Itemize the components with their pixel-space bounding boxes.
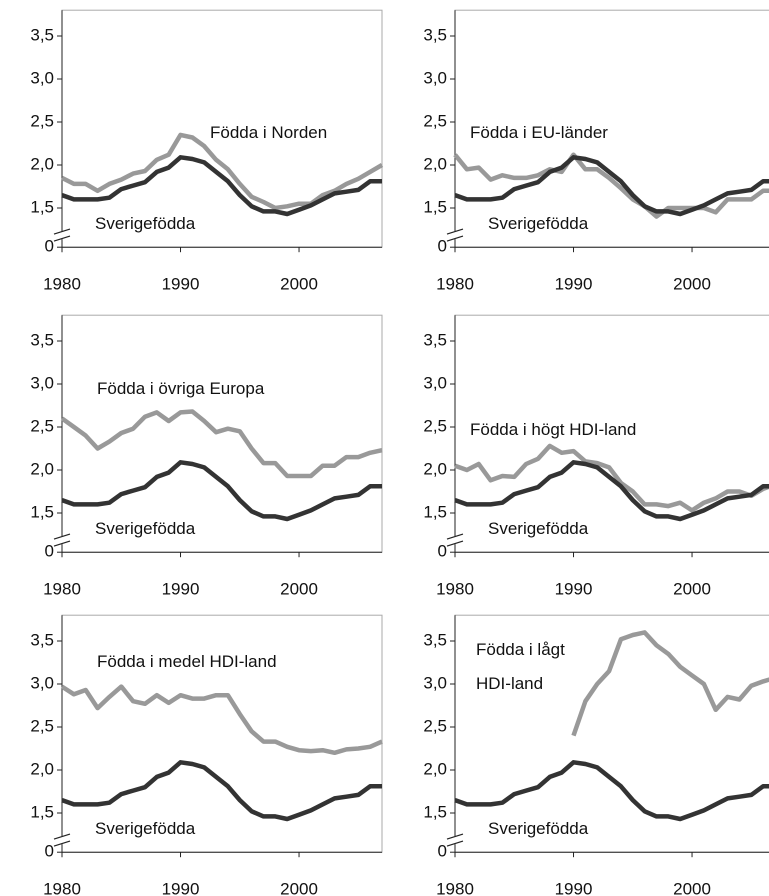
axis-break-gap bbox=[452, 836, 458, 845]
y-tick-label: 2,0 bbox=[423, 459, 447, 478]
series-line bbox=[454, 155, 769, 217]
series-label: Sverigefödda bbox=[488, 519, 589, 538]
x-tick-label: 1990 bbox=[555, 880, 593, 896]
x-tick-label: 2000 bbox=[673, 880, 711, 896]
series-line bbox=[454, 443, 769, 513]
y-tick-label: 2,5 bbox=[30, 716, 54, 735]
series-label: Sverigefödda bbox=[95, 214, 196, 233]
axis-break bbox=[53, 228, 71, 235]
axis-break-gap bbox=[452, 231, 458, 240]
series-label: Födda i medel HDI-land bbox=[97, 652, 277, 671]
x-tick-label: 1990 bbox=[162, 880, 200, 896]
series-label: Födda i EU-länder bbox=[470, 123, 608, 142]
y-tick-label: 2,5 bbox=[423, 111, 447, 130]
x-tick-label: 2000 bbox=[280, 580, 318, 599]
series-label: Sverigefödda bbox=[95, 519, 196, 538]
axis-break bbox=[446, 235, 464, 242]
y-tick-label: 0 bbox=[438, 542, 447, 561]
x-tick-label: 2000 bbox=[280, 275, 318, 294]
y-tick-label: 3,0 bbox=[30, 673, 54, 692]
x-tick-label: 1980 bbox=[43, 580, 81, 599]
y-tick-label: 0 bbox=[45, 542, 54, 561]
axis-break bbox=[53, 235, 71, 242]
series-label: Födda i lågt HDI-land bbox=[476, 640, 565, 693]
y-tick-label: 0 bbox=[45, 842, 54, 861]
y-tick-label: 0 bbox=[45, 237, 54, 256]
series-line bbox=[61, 155, 382, 217]
y-tick-label: 2,5 bbox=[423, 716, 447, 735]
series-line bbox=[453, 152, 769, 219]
x-tick-label: 1990 bbox=[162, 580, 200, 599]
x-tick-label: 1980 bbox=[436, 880, 474, 896]
axis-break bbox=[446, 533, 464, 540]
x-tick-label: 2000 bbox=[673, 275, 711, 294]
series-label: Födda i högt HDI-land bbox=[470, 420, 637, 439]
axis-break bbox=[53, 840, 71, 847]
y-tick-label: 1,5 bbox=[30, 502, 54, 521]
axis-break bbox=[446, 540, 464, 547]
axis-break-gap bbox=[59, 836, 65, 845]
y-tick-label: 2,0 bbox=[423, 759, 447, 778]
y-tick-label: 2,5 bbox=[30, 111, 54, 130]
axis-break-gap bbox=[452, 536, 458, 545]
y-tick-label: 2,0 bbox=[423, 154, 447, 173]
y-tick-label: 2,0 bbox=[30, 759, 54, 778]
y-tick-label: 3,5 bbox=[423, 630, 447, 649]
y-tick-label: 3,5 bbox=[423, 330, 447, 349]
x-tick-label: 1980 bbox=[43, 880, 81, 896]
y-tick-label: 3,5 bbox=[30, 630, 54, 649]
series-line bbox=[60, 409, 383, 479]
axis-break-gap bbox=[59, 231, 65, 240]
series-label: Sverigefödda bbox=[95, 819, 196, 838]
x-tick-label: 2000 bbox=[673, 580, 711, 599]
y-tick-label: 1,5 bbox=[30, 197, 54, 216]
series-label: Födda i övriga Europa bbox=[97, 379, 265, 398]
y-tick-label: 1,5 bbox=[423, 802, 447, 821]
y-tick-label: 1,5 bbox=[423, 502, 447, 521]
x-tick-label: 1980 bbox=[436, 275, 474, 294]
y-tick-label: 1,5 bbox=[423, 197, 447, 216]
y-tick-label: 2,5 bbox=[423, 416, 447, 435]
y-tick-label: 3,0 bbox=[30, 373, 54, 392]
series-label: Födda i Norden bbox=[210, 123, 328, 142]
series-label: Sverigefödda bbox=[488, 819, 589, 838]
y-tick-label: 1,5 bbox=[30, 802, 54, 821]
series-line bbox=[61, 760, 382, 822]
series-line bbox=[60, 132, 384, 211]
y-tick-label: 3,0 bbox=[423, 673, 447, 692]
x-tick-label: 1990 bbox=[162, 275, 200, 294]
axis-break bbox=[53, 533, 71, 540]
y-tick-label: 3,5 bbox=[30, 330, 54, 349]
axis-break bbox=[446, 833, 464, 840]
x-tick-label: 1980 bbox=[436, 580, 474, 599]
x-tick-label: 1980 bbox=[43, 275, 81, 294]
y-tick-label: 2,0 bbox=[30, 459, 54, 478]
y-tick-label: 2,0 bbox=[30, 154, 54, 173]
y-tick-label: 3,0 bbox=[30, 68, 54, 87]
y-tick-label: 3,5 bbox=[30, 25, 54, 44]
x-tick-label: 1990 bbox=[555, 580, 593, 599]
series-label: Sverigefödda bbox=[488, 214, 589, 233]
series-line bbox=[454, 760, 769, 822]
series-line bbox=[60, 684, 383, 756]
series-line bbox=[454, 460, 769, 522]
y-tick-label: 2,5 bbox=[30, 416, 54, 435]
axis-break bbox=[446, 228, 464, 235]
y-tick-label: 3,0 bbox=[423, 68, 447, 87]
x-tick-label: 1990 bbox=[555, 275, 593, 294]
axis-break bbox=[53, 833, 71, 840]
y-tick-label: 3,5 bbox=[423, 25, 447, 44]
axis-break bbox=[446, 840, 464, 847]
series-line bbox=[61, 460, 382, 522]
axis-break-gap bbox=[59, 536, 65, 545]
axis-break bbox=[53, 540, 71, 547]
y-tick-label: 0 bbox=[438, 237, 447, 256]
y-tick-label: 0 bbox=[438, 842, 447, 861]
x-tick-label: 2000 bbox=[280, 880, 318, 896]
y-tick-label: 3,0 bbox=[423, 373, 447, 392]
series-line bbox=[571, 630, 769, 737]
